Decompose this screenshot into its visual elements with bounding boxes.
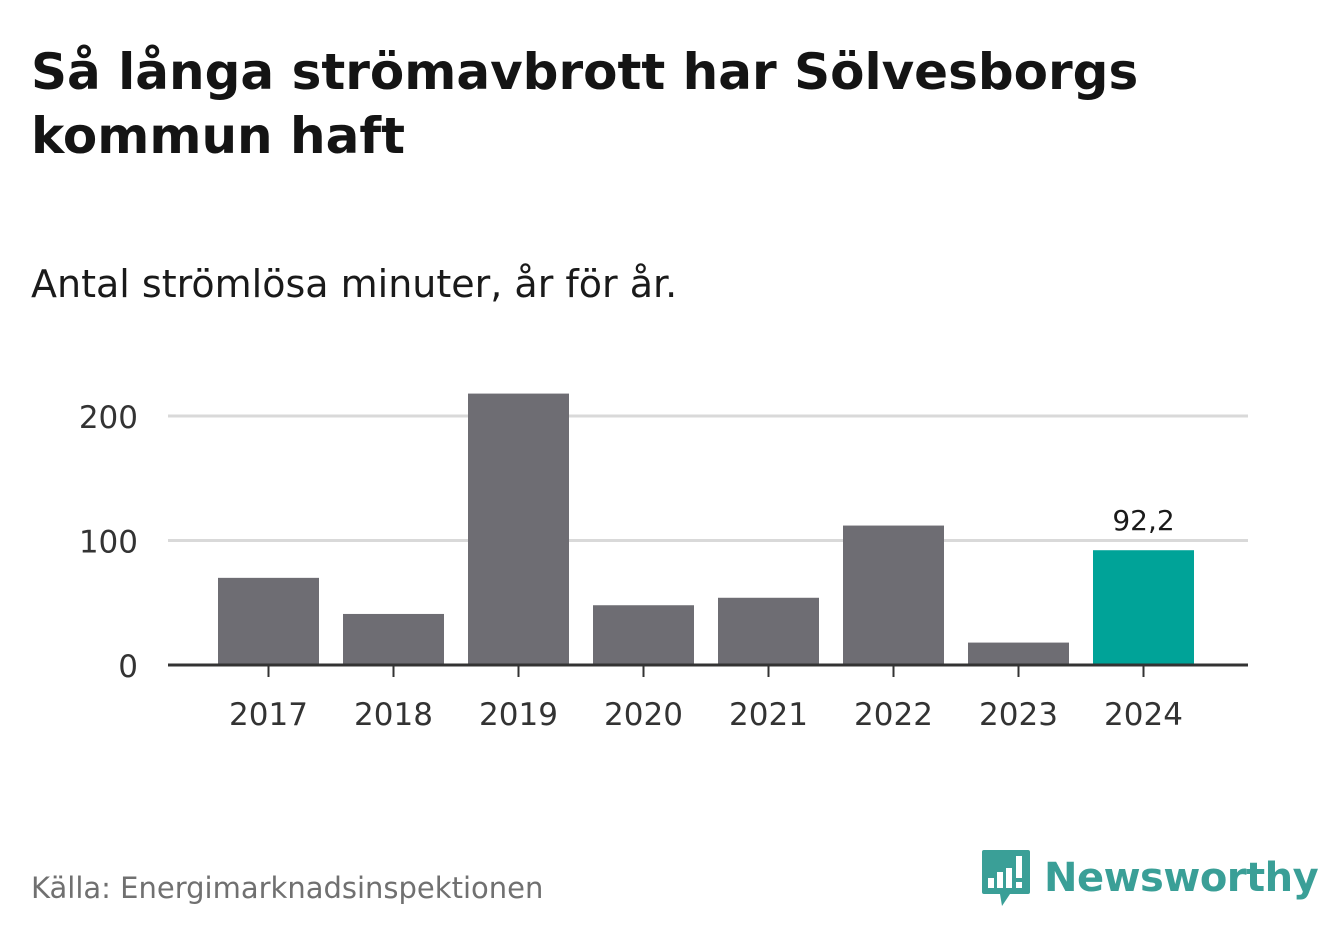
y-tick-label: 200 (79, 400, 138, 436)
source-note: Källa: Energimarknadsinspektionen (31, 871, 544, 905)
data-labels: 92,2 (1112, 504, 1174, 537)
x-tick-label: 2020 (604, 697, 683, 733)
y-tick-label: 100 (79, 525, 138, 561)
x-tick-label: 2021 (729, 697, 808, 733)
newsworthy-logo: Newsworthy (980, 848, 1319, 908)
bar-2018 (343, 613, 444, 665)
logo-wordmark: Newsworthy (1044, 855, 1319, 901)
x-tick-label: 2017 (229, 697, 308, 733)
bar-2021 (718, 597, 819, 665)
bar-2024 (1093, 550, 1194, 665)
bar-2019 (468, 393, 569, 665)
x-tick-label: 2024 (1104, 697, 1183, 733)
data-label: 92,2 (1112, 504, 1174, 537)
x-axis-ticks: 2017 2018 2019 2020 2021 2022 2023 2024 (229, 665, 1183, 733)
bars (218, 393, 1194, 665)
y-tick-label: 0 (118, 649, 138, 685)
gridlines (168, 414, 1248, 542)
bar-2022 (843, 525, 944, 665)
bar-chart: 0 100 200 2017 2018 2019 2020 2021 2022 2023 2024… (79, 393, 1248, 733)
chart-title: Så långa strömavbrott har Sölvesborgs ko… (31, 43, 1139, 165)
y-axis-ticks: 0 100 200 (79, 400, 138, 685)
newsworthy-bar-chart-icon (982, 850, 1030, 906)
x-tick-label: 2023 (979, 697, 1058, 733)
bar-2017 (218, 577, 319, 665)
x-tick-label: 2018 (354, 697, 433, 733)
x-tick-label: 2022 (854, 697, 933, 733)
chart-subtitle: Antal strömlösa minuter, år för år. (31, 262, 678, 306)
x-tick-label: 2019 (479, 697, 558, 733)
bar-2023 (968, 642, 1069, 665)
bar-2020 (593, 605, 694, 665)
